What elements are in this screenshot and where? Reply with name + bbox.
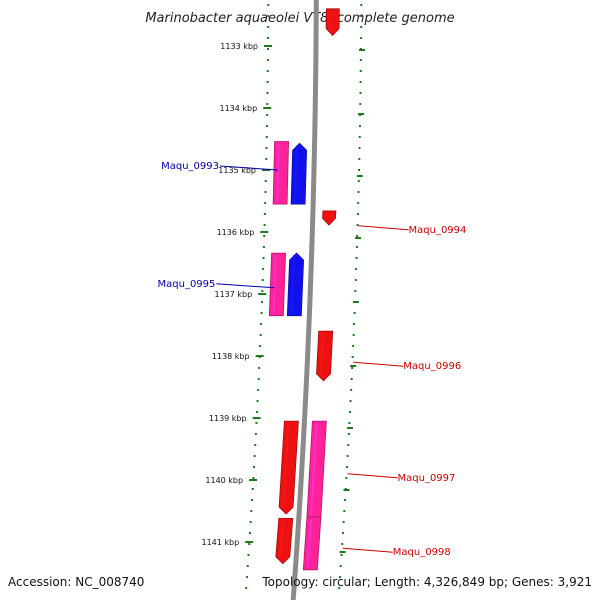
accession-text: Accession: NC_008740 [8,575,144,589]
tick-label: 1135 kbp [218,166,256,175]
tick-label: 1138 kbp [212,352,250,361]
reverse-gene-arrow[interactable] [286,252,305,317]
tick-label: 1140 kbp [205,476,243,485]
tick-label: 1141 kbp [201,538,239,547]
reverse-gene-arrow[interactable] [290,142,308,205]
forward-gene-arrow[interactable] [275,518,294,565]
map-title: Marinobacter aquaeolei VT8, complete gen… [145,11,454,26]
gene-label-maqu_0995[interactable]: Maqu_0995 [158,279,275,290]
tick-label: 1136 kbp [217,228,255,237]
outer-dash-ring [245,4,270,590]
gene-label-maqu_0994[interactable]: Maqu_0994 [358,225,467,236]
gene-label-maqu_0997[interactable]: Maqu_0997 [347,473,456,484]
inner-dash-ring [338,4,365,590]
tick-label: 1133 kbp [220,42,258,51]
genome-backbone [290,0,319,600]
forward-gene-arrow[interactable] [278,420,299,515]
forward-gene-arrow[interactable] [316,330,334,382]
rna-gene-bar[interactable] [306,420,327,518]
kbp-ticks: 1133 kbp 1134 kbp 1135 kbp 1136 kbp 1137 kbp… [201,42,272,547]
gene-label-maqu_0998[interactable]: Maqu_0998 [342,547,451,558]
gene-features [268,8,340,571]
rna-gene-bar[interactable] [302,516,322,571]
svg-text:Maqu_0993: Maqu_0993 [161,161,219,172]
tick-label: 1137 kbp [214,290,252,299]
forward-gene-arrow[interactable] [325,8,340,37]
gene-labels: Maqu_0993 Maqu_0994 Maqu_0995 Maqu_0996 Maqu… [158,161,467,558]
gene-label-maqu_0993[interactable]: Maqu_0993 [161,161,279,172]
svg-text:Maqu_0997: Maqu_0997 [398,473,456,484]
genome-summary-text: Topology: circular; Length: 4,326,849 bp… [261,575,592,589]
svg-text:Maqu_0996: Maqu_0996 [403,361,461,372]
rna-gene-bar[interactable] [272,141,290,205]
svg-text:Maqu_0994: Maqu_0994 [409,225,467,236]
svg-text:Maqu_0995: Maqu_0995 [158,279,216,290]
rna-gene-bar[interactable] [268,252,287,317]
tick-label: 1134 kbp [219,104,257,113]
forward-gene-arrow[interactable] [322,210,337,226]
tick-label: 1139 kbp [209,414,247,423]
svg-text:Maqu_0998: Maqu_0998 [393,547,451,558]
gene-label-maqu_0996[interactable]: Maqu_0996 [353,361,461,372]
